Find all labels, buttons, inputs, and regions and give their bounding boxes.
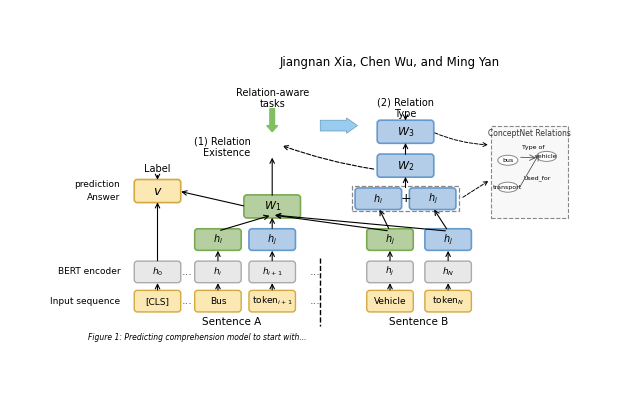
Text: $h_N$: $h_N$ [442,266,454,278]
Text: bus: bus [502,158,513,163]
Text: $h_i$: $h_i$ [213,266,223,278]
Text: vehicle: vehicle [535,154,558,159]
Text: Used_for: Used_for [524,175,551,181]
Bar [352,186,459,211]
Text: Relation-aware
tasks: Relation-aware tasks [236,88,309,109]
Text: Bus: Bus [210,296,226,306]
FancyBboxPatch shape [249,229,296,250]
Text: [CLS]: [CLS] [145,296,170,306]
FancyBboxPatch shape [134,179,180,202]
Text: Figure 1: Predicting comprehension model to start with...: Figure 1: Predicting comprehension model… [88,333,307,342]
Text: Type of: Type of [522,145,545,150]
Text: Sentence B: Sentence B [389,317,448,327]
Ellipse shape [536,151,557,162]
FancyBboxPatch shape [195,290,241,312]
Text: Answer: Answer [87,193,120,202]
Text: token$_N$: token$_N$ [432,295,464,307]
Text: $h_i$: $h_i$ [373,192,383,206]
FancyBboxPatch shape [195,229,241,250]
FancyArrow shape [320,118,358,133]
Text: Label: Label [144,164,171,175]
FancyArrow shape [267,109,278,132]
FancyBboxPatch shape [249,261,296,283]
FancyBboxPatch shape [367,229,413,250]
FancyBboxPatch shape [249,290,296,312]
Text: Sentence A: Sentence A [202,317,260,327]
Text: BERT encoder: BERT encoder [58,267,120,276]
Text: $h_i$: $h_i$ [213,232,223,247]
FancyBboxPatch shape [367,261,413,283]
Text: ...: ... [182,267,193,277]
FancyBboxPatch shape [425,290,472,312]
FancyBboxPatch shape [355,188,402,209]
Text: Input sequence: Input sequence [50,296,120,306]
Text: ...: ... [309,267,320,277]
Text: $W_3$: $W_3$ [397,125,414,139]
Text: $h_j$: $h_j$ [267,232,277,247]
FancyBboxPatch shape [425,229,472,250]
Text: Vehicle: Vehicle [374,296,406,306]
FancyBboxPatch shape [367,290,413,312]
Text: $h_j$: $h_j$ [385,265,395,279]
Text: transport: transport [493,185,522,190]
FancyBboxPatch shape [244,195,301,218]
Bar [491,126,568,218]
Text: $v$: $v$ [153,185,163,198]
FancyBboxPatch shape [377,154,434,177]
Text: prediction: prediction [74,180,120,190]
Text: $h_{i+1}$: $h_{i+1}$ [262,266,282,278]
Text: ConceptNet Relations: ConceptNet Relations [488,129,571,138]
Text: (1) Relation
Existence: (1) Relation Existence [194,136,250,158]
FancyBboxPatch shape [377,120,434,143]
Text: $+$: $+$ [400,192,411,205]
Ellipse shape [498,155,518,165]
Text: $h_0$: $h_0$ [152,266,163,278]
FancyBboxPatch shape [425,261,472,283]
FancyBboxPatch shape [134,261,180,283]
Text: ...: ... [182,296,193,306]
FancyBboxPatch shape [195,261,241,283]
FancyBboxPatch shape [410,188,456,209]
Text: $h_j$: $h_j$ [443,232,453,247]
Text: $h_j$: $h_j$ [428,192,438,206]
Text: $h_j$: $h_j$ [385,232,395,247]
Text: Jiangnan Xia, Chen Wu, and Ming Yan: Jiangnan Xia, Chen Wu, and Ming Yan [280,56,500,69]
FancyBboxPatch shape [134,290,180,312]
Text: (2) Relation
Type: (2) Relation Type [377,98,434,119]
Text: ...: ... [309,296,320,306]
Text: token$_{i+1}$: token$_{i+1}$ [252,295,292,307]
Text: $W_1$: $W_1$ [264,200,281,213]
Text: $W_2$: $W_2$ [397,159,414,173]
Ellipse shape [498,182,518,192]
